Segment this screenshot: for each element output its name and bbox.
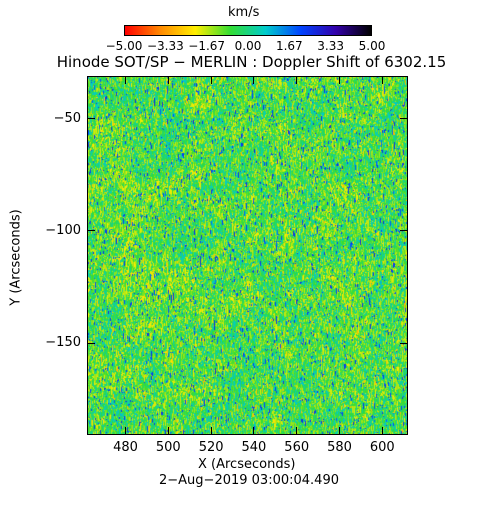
- x-tick-label: 520: [198, 440, 224, 455]
- y-tick-mark: [400, 118, 408, 120]
- y-axis-label: Y (Arcseconds): [8, 209, 24, 306]
- colorbar-tick-label: 5.00: [358, 39, 386, 53]
- x-axis-label: X (Arcseconds): [198, 457, 296, 472]
- y-tick-mark: [400, 230, 408, 232]
- x-tick-mark: [253, 427, 255, 435]
- x-tick-mark: [381, 427, 383, 435]
- doppler-map-image: [88, 77, 407, 434]
- x-tick-mark: [339, 76, 341, 84]
- colorbar-tick-label: 0.00: [234, 39, 262, 53]
- plot-title: Hinode SOT/SP − MERLIN : Doppler Shift o…: [56, 53, 447, 71]
- x-tick-mark: [253, 76, 255, 84]
- observation-timestamp: 2−Aug−2019 03:00:04.490: [159, 473, 339, 488]
- y-tick-mark: [87, 342, 95, 344]
- x-tick-mark: [296, 427, 298, 435]
- x-tick-mark: [167, 76, 169, 84]
- colorbar-tick-label: −5.00: [105, 39, 143, 53]
- x-tick-mark: [125, 427, 127, 435]
- x-tick-mark: [296, 76, 298, 84]
- y-tick-mark: [87, 118, 95, 120]
- x-tick-label: 560: [284, 440, 310, 455]
- y-tick-label: −150: [45, 335, 81, 350]
- x-tick-mark: [210, 76, 212, 84]
- x-tick-mark: [167, 427, 169, 435]
- colorbar-tick-label: −3.33: [146, 39, 184, 53]
- colorbar: [124, 25, 372, 36]
- y-tick-label: −100: [45, 222, 81, 238]
- y-tick-label: −50: [53, 110, 81, 126]
- colorbar-tick-label: 1.67: [275, 39, 303, 53]
- colorbar-unit-label: km/s: [228, 5, 260, 20]
- colorbar-tick-label: 3.33: [317, 39, 345, 53]
- x-tick-mark: [339, 427, 341, 435]
- x-tick-label: 540: [241, 440, 267, 455]
- doppler-map-frame: [87, 76, 408, 435]
- x-tick-label: 500: [155, 440, 181, 455]
- x-tick-mark: [210, 427, 212, 435]
- x-tick-label: 480: [113, 440, 138, 455]
- x-tick-mark: [125, 76, 127, 84]
- y-tick-mark: [400, 342, 408, 344]
- x-tick-label: 580: [327, 440, 352, 455]
- y-tick-mark: [87, 230, 95, 232]
- x-tick-label: 600: [369, 440, 395, 455]
- x-tick-mark: [381, 76, 383, 84]
- colorbar-tick-label: −1.67: [188, 39, 226, 53]
